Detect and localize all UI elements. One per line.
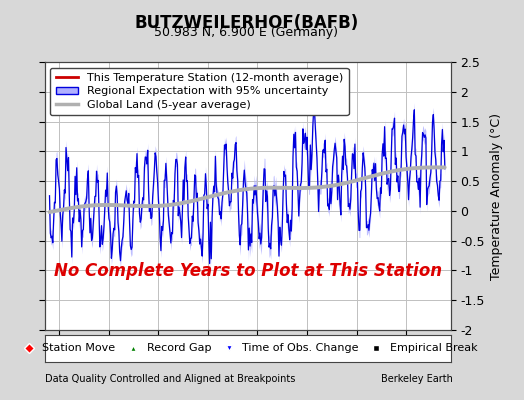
Text: No Complete Years to Plot at This Station: No Complete Years to Plot at This Statio…	[53, 262, 442, 280]
Text: BUTZWEILERHOF(BAFB): BUTZWEILERHOF(BAFB)	[134, 14, 358, 32]
Legend: Station Move, Record Gap, Time of Obs. Change, Empirical Break: Station Move, Record Gap, Time of Obs. C…	[14, 339, 482, 358]
Legend: This Temperature Station (12-month average), Regional Expectation with 95% uncer: This Temperature Station (12-month avera…	[50, 68, 348, 115]
Text: Data Quality Controlled and Aligned at Breakpoints: Data Quality Controlled and Aligned at B…	[45, 374, 295, 384]
Text: Berkeley Earth: Berkeley Earth	[381, 374, 453, 384]
Y-axis label: Temperature Anomaly (°C): Temperature Anomaly (°C)	[490, 112, 504, 280]
Text: 50.983 N, 6.900 E (Germany): 50.983 N, 6.900 E (Germany)	[154, 26, 339, 39]
